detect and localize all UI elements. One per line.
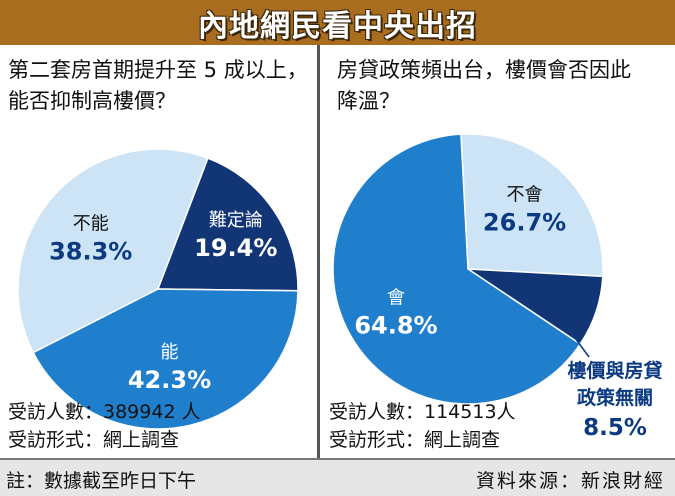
- footer-source: 資料來源：新浪財經: [475, 470, 665, 492]
- title-bar: 內地網民看中央出招: [0, 0, 675, 45]
- small-slice-callout: 樓價與房貸 政策無關 8.5%: [555, 358, 675, 444]
- pie-0-slice-0: [17, 148, 209, 354]
- right-panel: 房貸政策頻出台，樓價會否因此降溫？ 不會 26.7% 會 64.8% 樓價與房貸 政策…: [321, 45, 675, 458]
- right-survey-info: 受訪人數：114513人 受訪形式：網上調查: [329, 398, 516, 454]
- pie-0-slice-0-value: 38.3%: [49, 238, 132, 266]
- pie-0-slice-2-label: 能: [161, 342, 179, 363]
- left-method: 受訪形式：網上調查: [8, 429, 180, 451]
- left-survey-info: 受訪人數：389942 人 受訪形式：網上調查: [8, 398, 201, 454]
- footer: 註：數據截至昨日下午 資料來源：新浪財經: [0, 458, 675, 496]
- pie-1-slice-0: [460, 133, 604, 278]
- pie-1-slice-2-value: 64.8%: [354, 312, 437, 340]
- left-question: 第二套房首期提升至 5 成以上，能否抑制高樓價？: [8, 58, 308, 113]
- pie-1-slice-2: [332, 133, 582, 405]
- right-method: 受訪形式：網上調查: [329, 429, 501, 451]
- left-respondents: 受訪人數：389942 人: [8, 401, 201, 423]
- pie-0-slice-0-label: 不能: [73, 214, 109, 235]
- pie-0-slice-2: [32, 288, 299, 430]
- pie-0-slice-1-value: 19.4%: [194, 234, 277, 262]
- pie-1-slice-2-label: 會: [387, 288, 405, 309]
- left-panel: 第二套房首期提升至 5 成以上，能否抑制高樓價？ 不能 38.3% 難定論 19.4%…: [0, 45, 318, 458]
- pie-0-slice-1-label: 難定論: [209, 210, 263, 231]
- left-pie-chart: 不能 38.3% 難定論 19.4% 能 42.3%: [17, 148, 299, 430]
- pie-1-slice-0-label: 不會: [507, 185, 543, 206]
- callout-value: 8.5%: [583, 415, 647, 441]
- pie-0-slice-1: [156, 157, 299, 292]
- panel-divider: [317, 45, 320, 458]
- right-question: 房貸政策頻出台，樓價會否因此降溫？: [337, 58, 631, 113]
- pie-1-slice-0-value: 26.7%: [483, 209, 566, 237]
- right-pie-chart: 不會 26.7% 會 64.8%: [332, 133, 604, 405]
- callout-label-line-1: 樓價與房貸: [567, 360, 663, 382]
- right-respondents: 受訪人數：114513人: [329, 401, 516, 423]
- pie-0-slice-2-value: 42.3%: [128, 366, 211, 394]
- leader-line: [566, 326, 590, 358]
- page-title: 內地網民看中央出招: [198, 8, 477, 44]
- callout-label-line-2: 政策無關: [576, 387, 653, 409]
- footer-note: 註：數據截至昨日下午: [6, 470, 197, 492]
